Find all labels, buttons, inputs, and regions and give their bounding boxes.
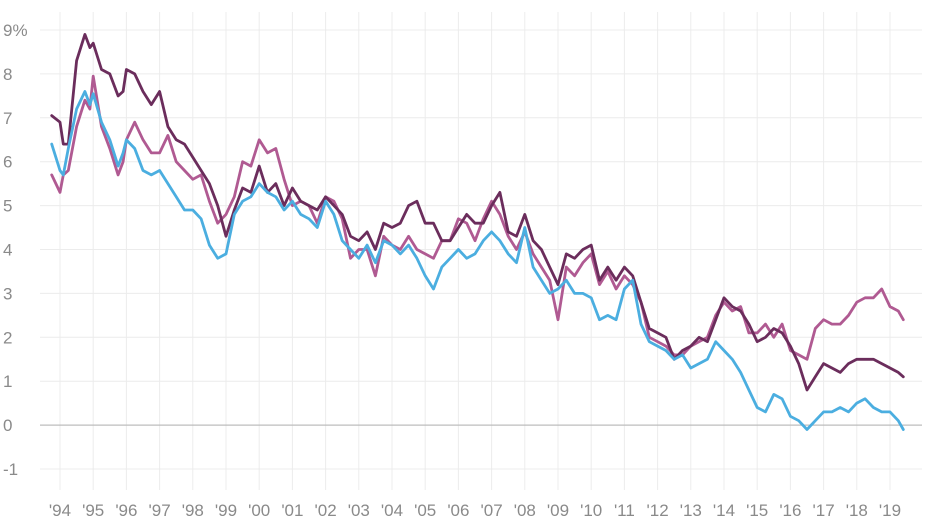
series-line-sky-blue — [50, 90, 905, 431]
x-tick-label: '95 — [82, 501, 104, 520]
x-tick-label: '05 — [414, 501, 436, 520]
x-tick-label: '06 — [447, 501, 469, 520]
x-tick-label: '08 — [514, 501, 536, 520]
x-tick-label: '11 — [614, 501, 635, 520]
x-tick-label: '13 — [680, 501, 702, 520]
series-line-magenta — [50, 74, 905, 361]
y-tick-label: 0 — [3, 416, 12, 435]
x-tick-label: '94 — [49, 501, 71, 520]
x-tick-label: '04 — [381, 501, 403, 520]
x-tick-label: '97 — [149, 501, 171, 520]
x-tick-label: '03 — [348, 501, 370, 520]
x-tick-label: '00 — [248, 501, 270, 520]
x-tick-label: '07 — [481, 501, 503, 520]
x-tick-label: '96 — [115, 501, 137, 520]
y-tick-label: 3 — [3, 284, 12, 303]
y-tick-label: 5 — [3, 197, 12, 216]
x-tick-label: '18 — [846, 501, 868, 520]
x-tick-label: '98 — [182, 501, 204, 520]
x-tick-label: '01 — [281, 501, 303, 520]
x-tick-label: '19 — [879, 501, 901, 520]
x-tick-label: '10 — [580, 501, 602, 520]
series-line-dark-plum — [50, 33, 905, 392]
x-axis-tick-labels: '94 '95 '96 '97 '98 '99 '00 '01 '02 '03 '04 '05 '06 '… — [49, 501, 901, 520]
y-axis-tick-labels: -1 0 1 2 3 4 5 6 7 8 9% — [0, 18, 30, 479]
y-tick-label: 9% — [3, 21, 28, 40]
x-tick-label: '15 — [746, 501, 768, 520]
y-tick-label: 1 — [3, 372, 12, 391]
y-tick-label: 2 — [3, 328, 12, 347]
y-tick-label: 4 — [3, 241, 12, 260]
x-tick-label: '16 — [779, 501, 801, 520]
y-label-backdrop — [0, 18, 30, 41]
x-tick-label: '17 — [813, 501, 835, 520]
x-tick-label: '14 — [713, 501, 735, 520]
x-tick-label: '09 — [547, 501, 569, 520]
y-tick-label: 7 — [3, 109, 12, 128]
x-tick-label: '12 — [647, 501, 669, 520]
y-tick-label: 8 — [3, 65, 12, 84]
y-tick-label: 6 — [3, 153, 12, 172]
series-group — [50, 33, 905, 431]
x-tick-label: '99 — [215, 501, 237, 520]
grid — [40, 12, 922, 490]
y-tick-label: -1 — [3, 460, 18, 479]
x-tick-label: '02 — [315, 501, 337, 520]
